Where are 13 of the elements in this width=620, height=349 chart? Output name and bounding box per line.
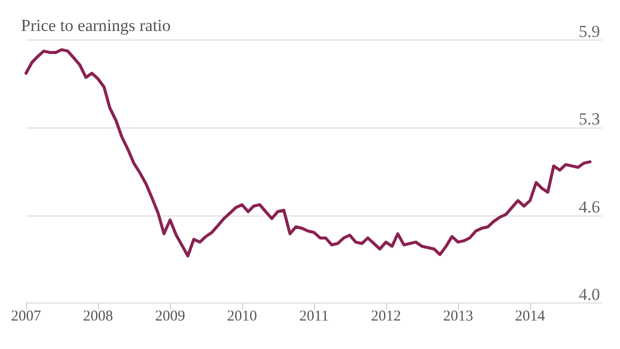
x-tick-label: 2008 xyxy=(82,308,113,324)
x-tick-label: 2010 xyxy=(227,308,258,324)
y-tick-label: 5.3 xyxy=(578,110,600,129)
x-tick-label: 2007 xyxy=(11,308,42,324)
y-tick-label: 4.6 xyxy=(578,197,600,216)
x-tick-label: 2014 xyxy=(515,308,546,324)
y-tick-label: 4.0 xyxy=(578,285,600,304)
y-tick-label: 5.9 xyxy=(578,22,600,41)
x-tick-label: 2009 xyxy=(155,308,186,324)
chart-title: Price to earnings ratio xyxy=(21,16,171,35)
x-tick-label: 2011 xyxy=(299,308,329,324)
x-tick-label: 2013 xyxy=(443,308,474,324)
x-tick-label: 2012 xyxy=(370,308,401,324)
